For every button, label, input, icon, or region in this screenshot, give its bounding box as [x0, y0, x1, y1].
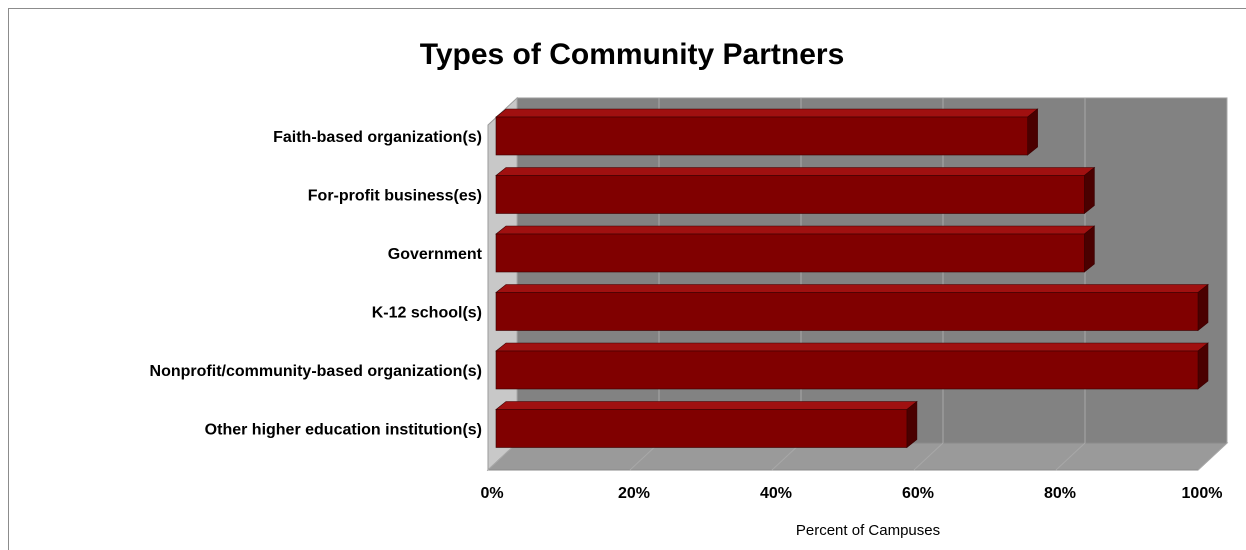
category-label: Other higher education institution(s): [205, 422, 482, 439]
bar: [495, 292, 1199, 331]
x-tick-label: 0%: [480, 485, 503, 502]
x-tick-label: 80%: [1044, 485, 1076, 502]
category-label: K-12 school(s): [372, 305, 482, 322]
bar-end: [1027, 108, 1038, 156]
x-tick-label: 60%: [902, 485, 934, 502]
bar-end: [1084, 225, 1095, 273]
category-label: Nonprofit/community-based organization(s…: [150, 363, 482, 380]
floor-gridline: [913, 442, 944, 471]
category-label: For-profit business(es): [308, 188, 482, 205]
bar-top: [495, 108, 1039, 118]
chart-title: Types of Community Partners: [419, 38, 845, 71]
bar: [495, 350, 1199, 390]
bar-end: [1084, 166, 1095, 215]
bar: [495, 409, 908, 448]
x-tick-label: 20%: [618, 485, 650, 502]
bar-top: [495, 284, 1209, 293]
bar: [495, 175, 1085, 214]
bar-end: [906, 400, 918, 449]
bar: [495, 116, 1028, 156]
bar: [495, 233, 1085, 273]
bar-top: [495, 167, 1096, 176]
floor-gridline: [1197, 442, 1228, 471]
chart-frame: [8, 8, 1246, 550]
bar-top: [495, 225, 1096, 235]
floor-gridline: [1055, 442, 1086, 471]
bar-top: [495, 342, 1209, 352]
category-label: Government: [388, 246, 483, 263]
x-tick-label: 40%: [760, 485, 792, 502]
bar-top: [495, 401, 918, 410]
bar-end: [1197, 342, 1209, 390]
x-tick-label: 100%: [1182, 485, 1223, 502]
x-axis-title: Percent of Campuses: [795, 522, 941, 539]
category-label: Faith-based organization(s): [273, 129, 482, 146]
bar-end: [1197, 283, 1209, 332]
